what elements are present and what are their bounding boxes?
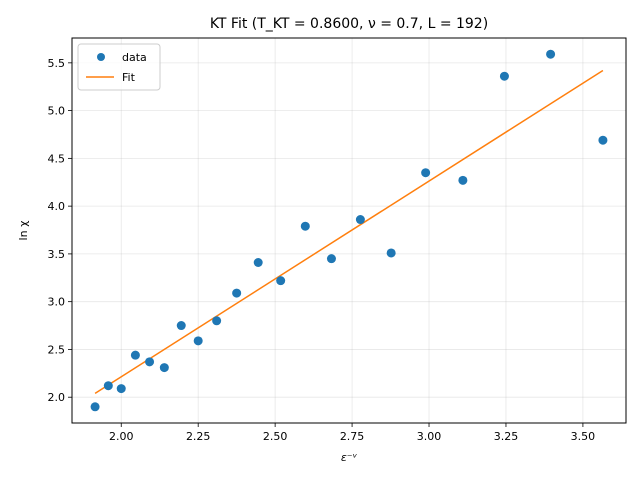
y-tick-label: 2.5 (48, 343, 66, 356)
data-point (598, 135, 608, 145)
x-tick-label: 2.75 (340, 430, 365, 443)
data-point (326, 254, 336, 264)
data-point (421, 168, 431, 178)
data-point (499, 71, 509, 81)
data-point (159, 363, 169, 373)
x-tick-label: 2.50 (263, 430, 288, 443)
data-point (458, 175, 468, 185)
data-point (130, 350, 140, 360)
data-point (193, 336, 203, 346)
data-point (276, 276, 286, 286)
data-point (232, 288, 242, 298)
data-point (300, 221, 310, 231)
y-tick-label: 5.0 (48, 105, 66, 118)
fit-line-layer (94, 69, 604, 395)
y-tick-label: 3.5 (48, 248, 66, 261)
legend-box (77, 43, 161, 91)
data-point (212, 316, 222, 326)
data-point (90, 402, 100, 412)
x-axis-label: ε⁻ᵛ (341, 451, 358, 464)
legend: data Fit (77, 43, 161, 91)
data-point (355, 215, 365, 225)
legend-data-label: data (122, 51, 147, 64)
x-tick-label: 2.25 (186, 430, 211, 443)
data-point (546, 49, 556, 59)
y-tick-label: 4.5 (48, 152, 66, 165)
chart-title: KT Fit (T_KT = 0.8600, ν = 0.7, L = 192) (210, 16, 488, 32)
y-tick-label: 4.0 (48, 200, 66, 213)
y-axis-label: ln χ (17, 220, 30, 241)
data-point (116, 384, 126, 394)
data-point (145, 357, 155, 367)
data-point (103, 381, 113, 391)
data-points-layer (90, 49, 608, 412)
plot-frame (71, 37, 627, 424)
x-tick-label: 3.25 (494, 430, 519, 443)
data-point (176, 321, 186, 331)
x-tick-label: 3.00 (417, 430, 442, 443)
y-tick-label: 2.0 (48, 391, 66, 404)
data-point (386, 248, 396, 258)
x-tick-label: 3.50 (571, 430, 596, 443)
legend-data-marker (97, 53, 105, 61)
axis-ticks: 2.00 2.25 2.50 2.75 3.00 3.25 3.50 2.0 2.5 3.0 3.5… (48, 57, 596, 443)
fit-line (94, 69, 604, 395)
legend-fit-label: Fit (122, 71, 136, 84)
x-tick-label: 2.00 (109, 430, 134, 443)
y-tick-label: 3.0 (48, 296, 66, 309)
data-point (253, 258, 263, 268)
y-tick-label: 5.5 (48, 57, 66, 70)
